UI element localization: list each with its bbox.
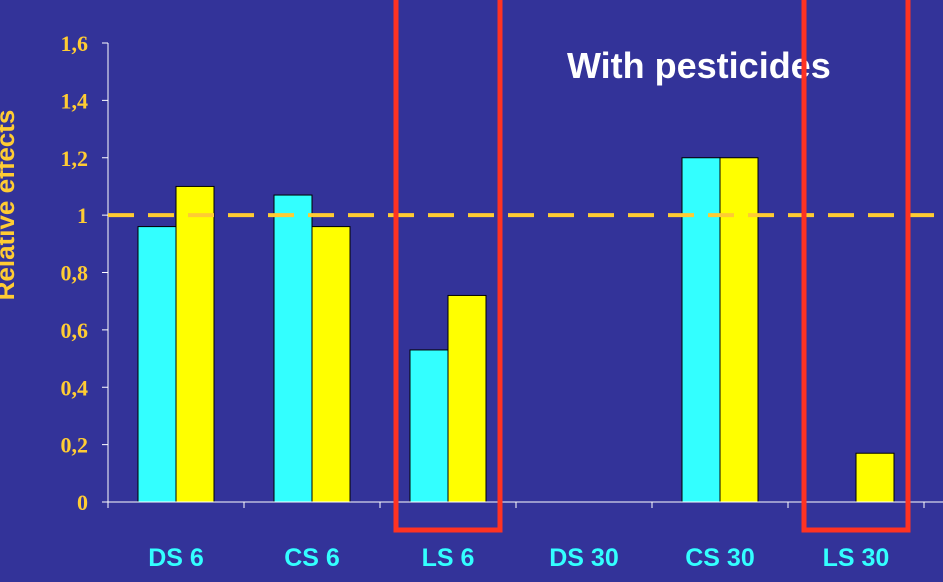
bars (137, 157, 895, 503)
y-axis-ticks: 0 0,2 0,4 0,6 0,8 1 1,2 1,4 1,6 (61, 31, 89, 515)
chart-title: With pesticides (567, 45, 831, 86)
bar (447, 294, 487, 503)
x-category-label: CS 30 (685, 544, 754, 572)
y-tick-label: 1,2 (61, 146, 89, 171)
bar (273, 194, 313, 503)
x-category-label: DS 30 (549, 544, 618, 572)
x-category-label: CS 6 (284, 544, 340, 572)
axes (102, 42, 943, 508)
x-category-label: DS 6 (148, 544, 204, 572)
y-tick-label: 0,6 (61, 318, 89, 343)
bar (311, 226, 351, 503)
y-tick-label: 0 (77, 490, 88, 515)
y-tick-label: 0,4 (61, 375, 89, 400)
bar (681, 157, 721, 503)
y-axis-label: Relative effects (0, 110, 20, 301)
y-tick-label: 1 (77, 203, 88, 228)
y-tick-label: 1,4 (61, 88, 89, 113)
bar (719, 157, 759, 503)
highlight-boxes (393, 0, 911, 533)
bar (855, 452, 895, 503)
highlight-box (801, 0, 911, 533)
bar (409, 349, 449, 503)
bar (137, 226, 177, 503)
x-category-label: LS 6 (422, 544, 475, 572)
y-tick-label: 1,6 (61, 31, 89, 56)
x-category-label: LS 30 (823, 544, 890, 572)
highlight-box (393, 0, 503, 533)
y-tick-label: 0,2 (61, 433, 89, 458)
bar (175, 185, 215, 503)
x-axis-labels: DS 6 CS 6 LS 6 DS 30 CS 30 LS 30 (148, 544, 889, 572)
y-tick-label: 0,8 (61, 261, 89, 286)
